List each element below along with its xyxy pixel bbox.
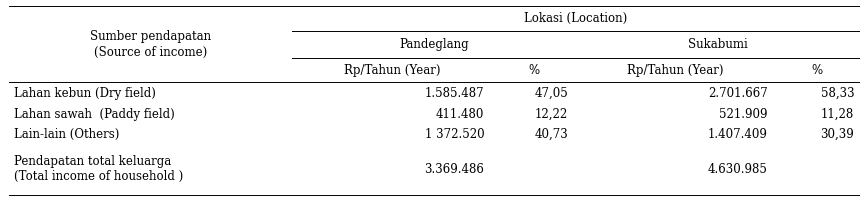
Text: 30,39: 30,39 bbox=[820, 128, 854, 141]
Text: Lain-lain (Others): Lain-lain (Others) bbox=[14, 128, 119, 141]
Text: 12,22: 12,22 bbox=[535, 108, 568, 121]
Text: Sumber pendapatan
(Source of income): Sumber pendapatan (Source of income) bbox=[90, 30, 211, 59]
Text: 1.585.487: 1.585.487 bbox=[424, 87, 484, 100]
Text: Rp/Tahun (Year): Rp/Tahun (Year) bbox=[628, 64, 724, 77]
Text: Lahan kebun (Dry field): Lahan kebun (Dry field) bbox=[14, 87, 155, 100]
Text: %: % bbox=[529, 64, 539, 77]
Text: Rp/Tahun (Year): Rp/Tahun (Year) bbox=[344, 64, 440, 77]
Text: 58,33: 58,33 bbox=[820, 87, 854, 100]
Text: 4.630.985: 4.630.985 bbox=[708, 163, 768, 176]
Text: 521.909: 521.909 bbox=[720, 108, 768, 121]
Text: 1.407.409: 1.407.409 bbox=[708, 128, 768, 141]
Text: Sukabumi: Sukabumi bbox=[687, 38, 747, 51]
Text: 11,28: 11,28 bbox=[821, 108, 854, 121]
Text: 40,73: 40,73 bbox=[535, 128, 568, 141]
Text: 1 372.520: 1 372.520 bbox=[424, 128, 484, 141]
Text: %: % bbox=[812, 64, 823, 77]
Text: 2.701.667: 2.701.667 bbox=[708, 87, 768, 100]
Text: Lahan sawah  (Paddy field): Lahan sawah (Paddy field) bbox=[14, 108, 174, 121]
Text: 3.369.486: 3.369.486 bbox=[424, 163, 484, 176]
Text: Pendapatan total keluarga
(Total income of household ): Pendapatan total keluarga (Total income … bbox=[14, 155, 183, 183]
Text: Lokasi (Location): Lokasi (Location) bbox=[524, 12, 628, 25]
Text: 47,05: 47,05 bbox=[535, 87, 568, 100]
Text: 411.480: 411.480 bbox=[436, 108, 484, 121]
Text: Pandeglang: Pandeglang bbox=[399, 38, 469, 51]
